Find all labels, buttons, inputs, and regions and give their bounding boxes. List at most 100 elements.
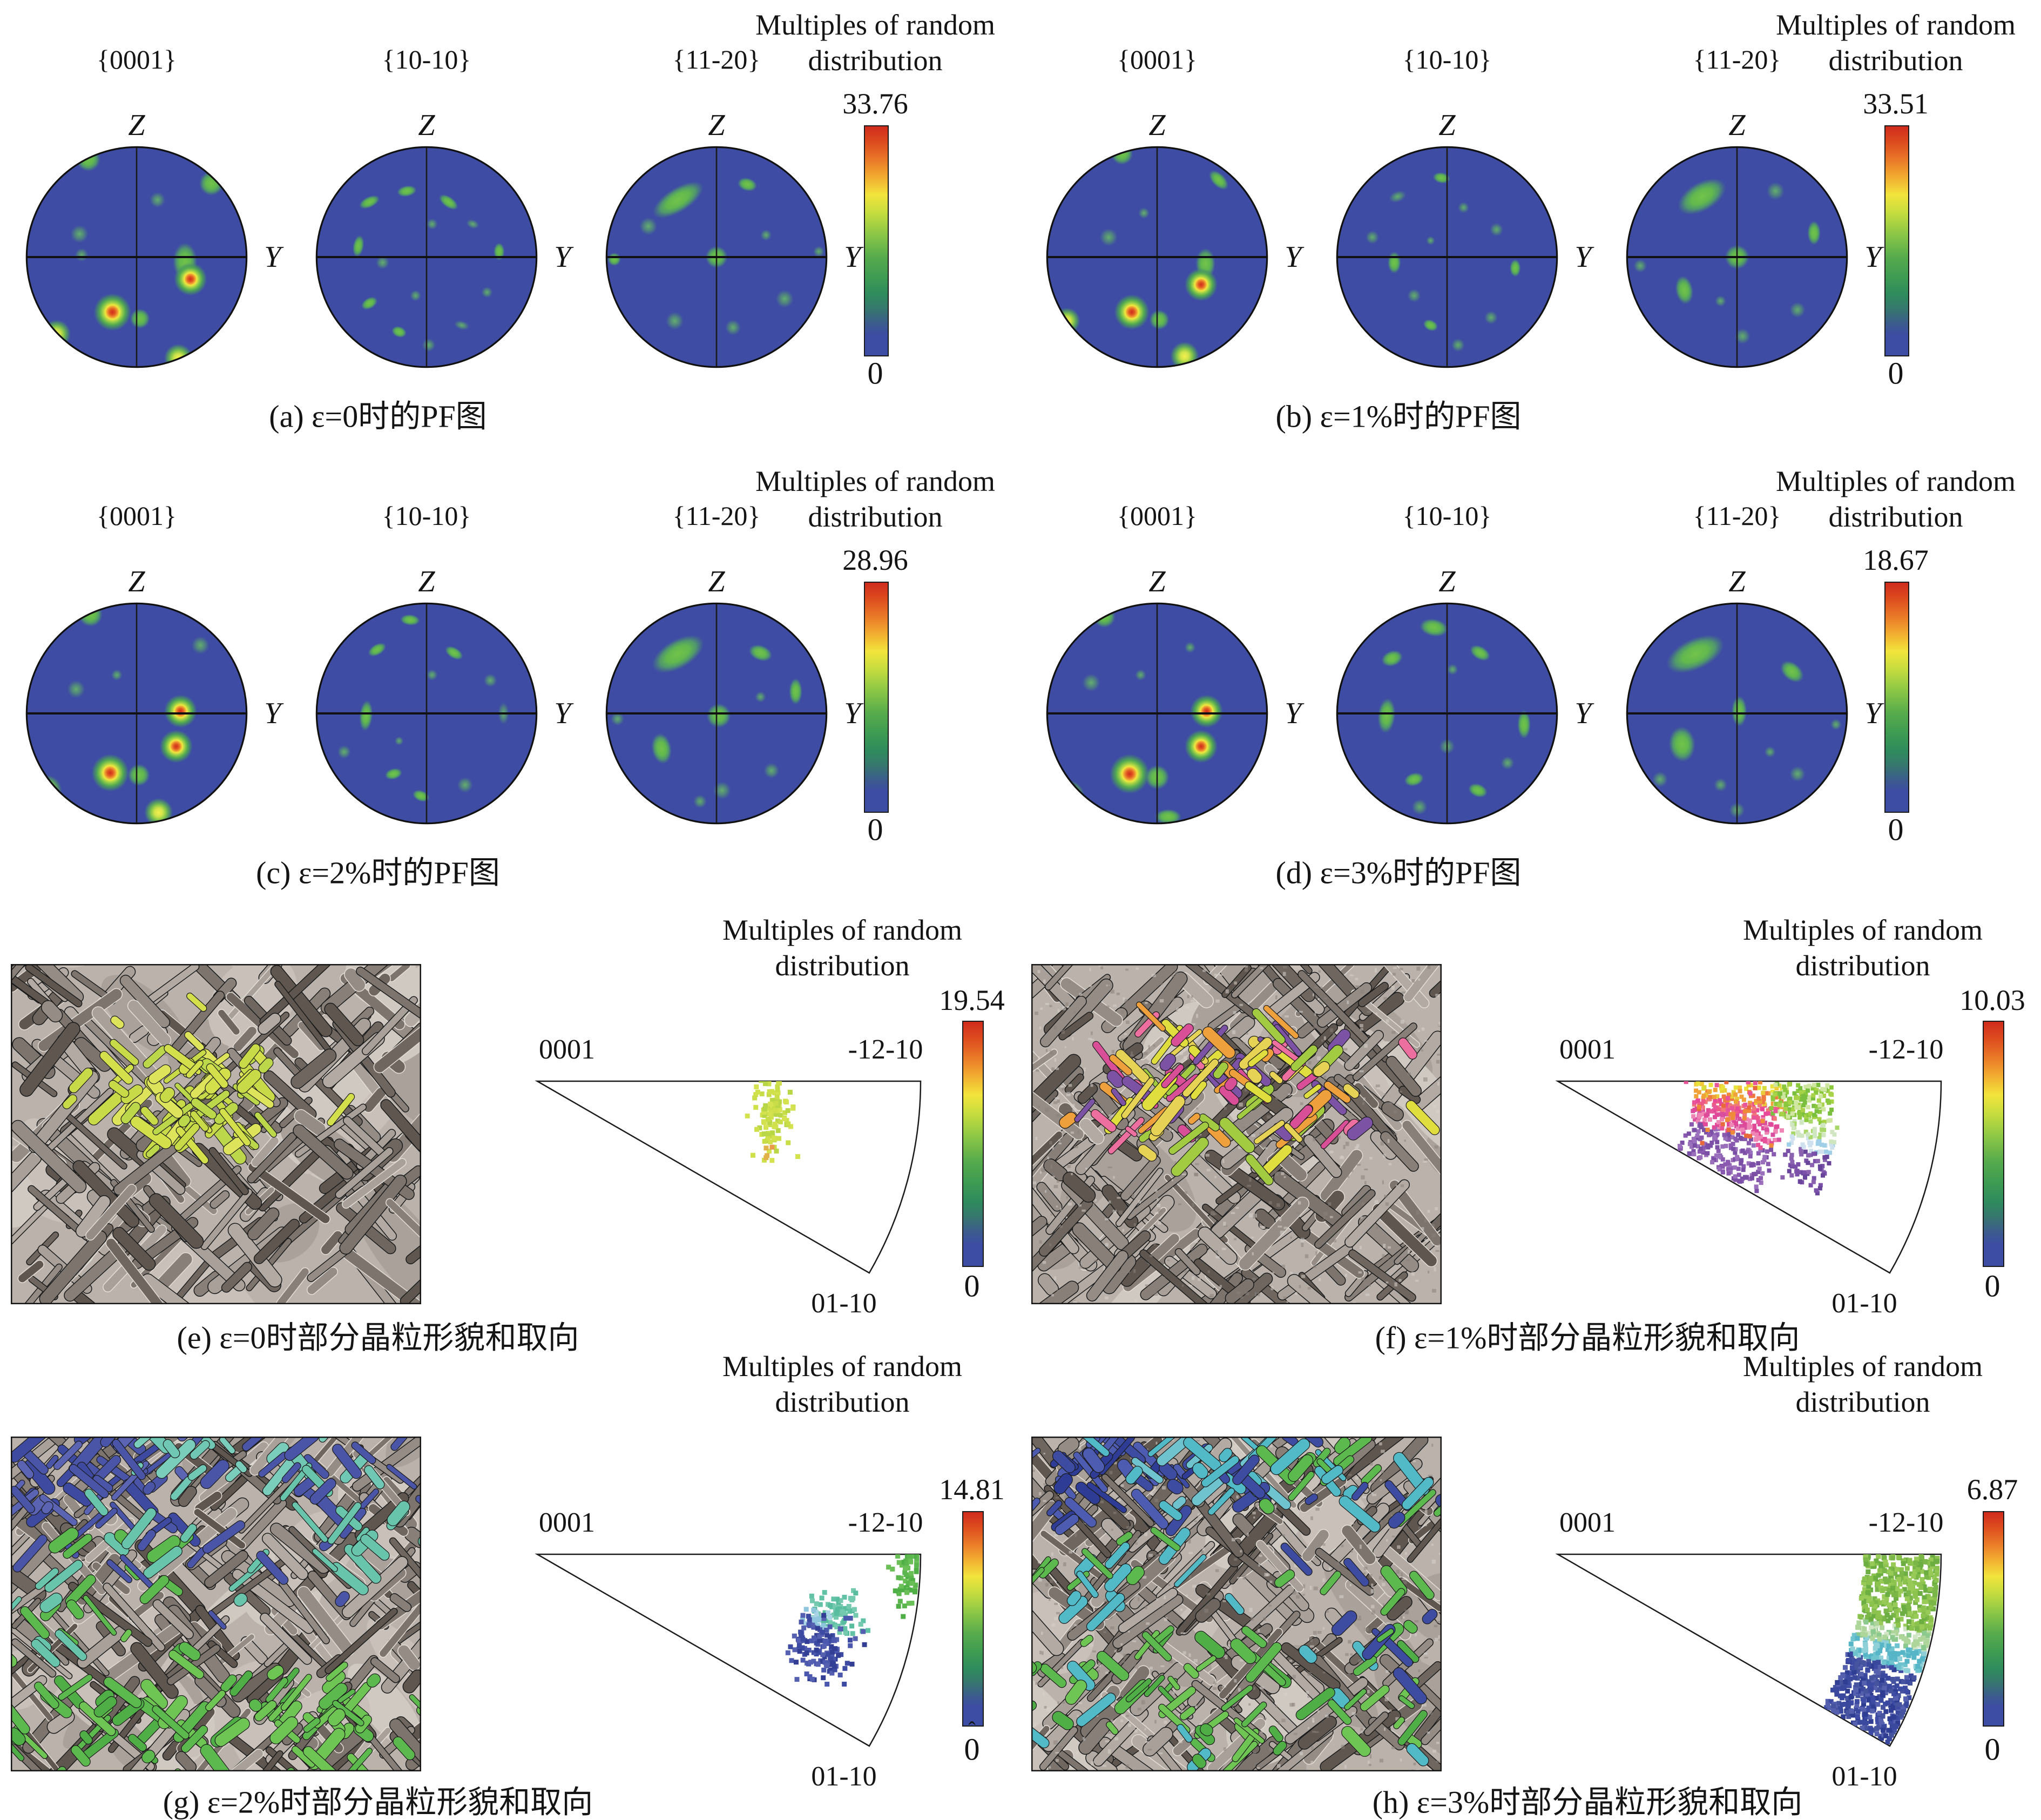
colorbar-title-line2: distribution — [1795, 949, 1930, 982]
y-axis-label: Y — [1864, 240, 1882, 274]
ipf-corner-label-right: -12-10 — [848, 1034, 923, 1065]
colorbar-title-line2: distribution — [808, 500, 943, 533]
panel-caption: (g) ε=2%时部分晶粒形貌和取向 — [163, 1784, 593, 1820]
colorbar-max-label: 19.54 — [939, 983, 1005, 1016]
plane-label: {10-10} — [382, 44, 471, 75]
pole-figure-d-3 — [1626, 602, 1848, 825]
colorbar-title-line2: distribution — [775, 949, 910, 982]
y-axis-label: Y — [264, 696, 281, 730]
z-axis-label: Z — [708, 564, 725, 598]
colorbar — [1884, 582, 1909, 813]
y-axis-label: Y — [1864, 696, 1882, 730]
y-axis-label: Y — [264, 240, 281, 274]
ipf-corner-label-right: -12-10 — [1868, 1034, 1944, 1065]
plane-label: {0001} — [1117, 44, 1197, 75]
ebsd-map-g — [11, 1437, 421, 1771]
colorbar-min-accent: ˆ — [968, 1717, 976, 1742]
ipf-wedge-e — [535, 1080, 922, 1274]
colorbar-max-label: 14.81 — [939, 1473, 1005, 1506]
z-axis-label: Z — [1728, 564, 1746, 598]
colorbar-min-label: 0 — [867, 812, 883, 847]
colorbar-title-line1: Multiples of random — [722, 1350, 962, 1383]
panel-caption: (f) ε=1%时部分晶粒形貌和取向 — [1375, 1320, 1800, 1356]
colorbar-max-label: 28.96 — [842, 543, 908, 576]
colorbar-max-label: 10.03 — [1959, 983, 2025, 1016]
colorbar — [864, 582, 889, 813]
colorbar-min-label: 0 — [867, 355, 883, 391]
ipf-corner-label-0001: 0001 — [539, 1034, 595, 1065]
ipf-corner-label-0001: 0001 — [539, 1507, 595, 1538]
panel-caption: (b) ε=1%时的PF图 — [1275, 399, 1522, 434]
colorbar-title-line2: distribution — [1828, 500, 1963, 533]
pole-figure-b-2 — [1336, 146, 1558, 368]
colorbar-title-line1: Multiples of random — [1776, 464, 2016, 497]
colorbar-min-label: 0 — [1888, 812, 1904, 847]
y-axis-label: Y — [1574, 240, 1592, 274]
ipf-wedge-h — [1555, 1553, 1942, 1747]
pole-figure-c-1 — [25, 602, 248, 825]
colorbar-min-label: 0 — [1984, 1268, 2001, 1304]
z-axis-label: Z — [1728, 108, 1746, 142]
colorbar-title-line1: Multiples of random — [722, 913, 962, 946]
plane-label: {0001} — [97, 501, 177, 531]
y-axis-label: Y — [844, 240, 861, 274]
pole-figure-c-2 — [315, 602, 538, 825]
colorbar — [1983, 1511, 2004, 1727]
colorbar-title-line2: distribution — [808, 44, 943, 77]
ipf-corner-label-bottom: 01-10 — [1832, 1288, 1897, 1319]
colorbar-max-label: 6.87 — [1966, 1473, 2018, 1506]
ebsd-map-h — [1031, 1437, 1442, 1771]
colorbar-title-line2: distribution — [1828, 44, 1963, 77]
ipf-wedge-g — [535, 1553, 922, 1747]
y-axis-label: Y — [844, 696, 861, 730]
panel-caption: (d) ε=3%时的PF图 — [1275, 855, 1522, 891]
pole-figure-b-1 — [1046, 146, 1268, 368]
colorbar-title-line2: distribution — [775, 1385, 910, 1418]
colorbar-title-line1: Multiples of random — [755, 464, 995, 497]
plane-label: {10-10} — [382, 501, 471, 531]
colorbar-title-line1: Multiples of random — [1743, 1350, 1983, 1383]
y-axis-label: Y — [1285, 240, 1302, 274]
colorbar-title-line1: Multiples of random — [755, 8, 995, 41]
ipf-corner-label-right: -12-10 — [1868, 1507, 1944, 1538]
z-axis-label: Z — [1438, 108, 1456, 142]
ipf-corner-label-right: -12-10 — [848, 1507, 923, 1538]
pole-figure-a-1 — [25, 146, 248, 368]
y-axis-label: Y — [554, 240, 571, 274]
colorbar-max-label: 18.67 — [1863, 543, 1929, 576]
colorbar — [1884, 125, 1909, 356]
z-axis-label: Z — [1148, 108, 1166, 142]
ipf-wedge-f — [1555, 1080, 1942, 1274]
plane-label: {11-20} — [672, 44, 761, 75]
panel-caption: (e) ε=0时部分晶粒形貌和取向 — [177, 1320, 579, 1356]
y-axis-label: Y — [1574, 696, 1592, 730]
pole-figure-c-3 — [605, 602, 828, 825]
plane-label: {0001} — [1117, 501, 1197, 531]
colorbar-title-line1: Multiples of random — [1743, 913, 1983, 946]
ipf-corner-label-bottom: 01-10 — [811, 1288, 877, 1319]
ipf-corner-label-0001: 0001 — [1559, 1507, 1616, 1538]
z-axis-label: Z — [418, 564, 435, 598]
colorbar — [962, 1511, 984, 1727]
colorbar — [962, 1021, 984, 1267]
pole-figure-a-3 — [605, 146, 828, 368]
z-axis-label: Z — [128, 108, 145, 142]
colorbar-title-line2: distribution — [1795, 1385, 1930, 1418]
z-axis-label: Z — [1438, 564, 1456, 598]
plane-label: {11-20} — [672, 501, 761, 531]
colorbar — [864, 125, 889, 356]
ipf-corner-label-0001: 0001 — [1559, 1034, 1616, 1065]
ebsd-map-e — [11, 964, 421, 1304]
colorbar-min-label: 0 — [964, 1268, 980, 1304]
svg-gradient-defs — [0, 0, 1, 1]
colorbar-min-label: 0 — [1984, 1731, 2001, 1767]
ipf-corner-label-bottom: 01-10 — [1832, 1761, 1897, 1792]
z-axis-label: Z — [708, 108, 725, 142]
plane-label: {10-10} — [1402, 44, 1492, 75]
pole-figure-b-3 — [1626, 146, 1848, 368]
z-axis-label: Z — [128, 564, 145, 598]
plane-label: {11-20} — [1693, 501, 1781, 531]
colorbar — [1983, 1021, 2004, 1267]
plane-label: {11-20} — [1693, 44, 1781, 75]
y-axis-label: Y — [554, 696, 571, 730]
